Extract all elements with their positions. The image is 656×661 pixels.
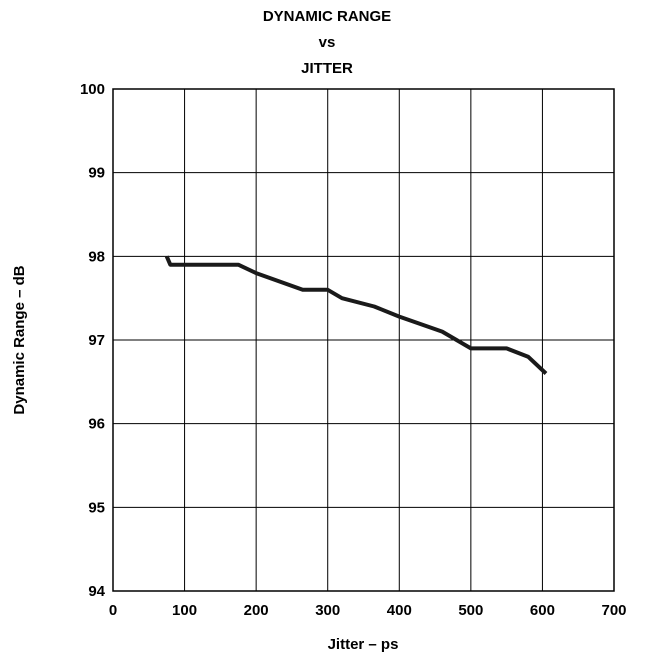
series-layer bbox=[164, 255, 548, 375]
x-tick-label: 700 bbox=[601, 602, 626, 619]
y-tick-label: 94 bbox=[88, 583, 105, 600]
y-tick-label: 96 bbox=[88, 416, 105, 433]
chart-title-line-1: DYNAMIC RANGE bbox=[263, 8, 391, 25]
y-tick-label: 100 bbox=[80, 81, 105, 98]
chart-title-line-2: vs bbox=[319, 34, 336, 51]
y-tick-label: 98 bbox=[88, 248, 105, 265]
x-tick-label: 300 bbox=[315, 602, 340, 619]
x-tick-label: 500 bbox=[458, 602, 483, 619]
y-tick-label: 99 bbox=[88, 165, 105, 182]
grid bbox=[113, 89, 614, 591]
chart-title-line-3: JITTER bbox=[301, 60, 353, 77]
x-tick-label: 200 bbox=[244, 602, 269, 619]
y-tick-label: 97 bbox=[88, 332, 105, 349]
y-tick-label: 95 bbox=[88, 499, 105, 516]
x-tick-label: 600 bbox=[530, 602, 555, 619]
series-line bbox=[164, 255, 548, 375]
x-axis-label: Jitter – ps bbox=[328, 636, 399, 653]
x-tick-label: 100 bbox=[172, 602, 197, 619]
chart-title: DYNAMIC RANGE vs JITTER bbox=[263, 8, 391, 77]
tick-labels: 0 100 200 300 400 500 600 700 94 95 96 97 98 99 100 bbox=[80, 81, 627, 619]
x-tick-label: 400 bbox=[387, 602, 412, 619]
y-axis-label: Dynamic Range – dB bbox=[11, 265, 28, 414]
x-tick-label: 0 bbox=[109, 602, 117, 619]
plot-area-frame bbox=[112, 88, 615, 592]
